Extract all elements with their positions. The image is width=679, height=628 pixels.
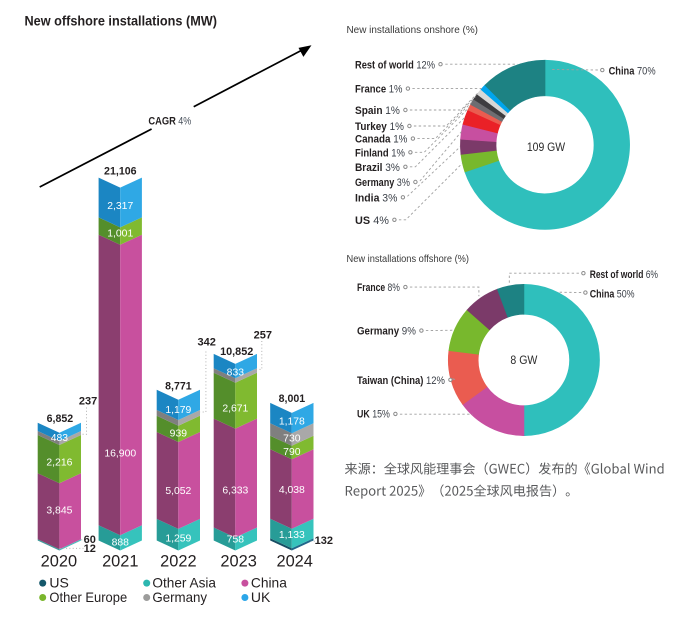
svg-text:257: 257 [254,329,272,341]
svg-text:Canada: Canada [355,134,391,146]
svg-text:Germany: Germany [357,326,400,338]
svg-text:3%: 3% [382,192,397,204]
svg-text:1,179: 1,179 [165,405,191,416]
svg-text:2,317: 2,317 [107,201,133,212]
svg-text:China: China [609,66,635,78]
svg-text:3,845: 3,845 [46,506,72,517]
svg-text:China: China [251,575,287,591]
svg-text:New installations offshore (%): New installations offshore (%) [347,253,470,265]
svg-text:50%: 50% [617,289,635,301]
svg-text:1%: 1% [390,121,404,133]
svg-text:5,052: 5,052 [165,486,191,497]
svg-text:60: 60 [84,534,96,546]
svg-text:Rest of world: Rest of world [355,59,414,71]
svg-text:2,216: 2,216 [46,457,72,468]
svg-text:1,133: 1,133 [279,530,305,541]
svg-text:Finland: Finland [355,147,389,159]
svg-text:Other Europe: Other Europe [49,589,127,605]
svg-text:730: 730 [283,433,301,444]
svg-text:237: 237 [79,395,97,407]
svg-text:Other Asia: Other Asia [152,575,216,591]
svg-text:8,001: 8,001 [279,393,306,405]
svg-text:US: US [355,215,370,227]
svg-text:1%: 1% [391,147,405,159]
svg-text:Germany: Germany [355,177,395,189]
svg-text:Taiwan (China): Taiwan (China) [357,375,424,387]
svg-text:12%: 12% [426,375,445,387]
svg-text:12%: 12% [416,59,435,71]
svg-text:4%: 4% [178,115,191,127]
svg-text:2021: 2021 [102,553,138,571]
svg-text:France: France [355,84,386,96]
svg-text:Spain: Spain [355,105,383,117]
svg-text:132: 132 [315,535,333,547]
svg-text:1%: 1% [389,84,403,96]
svg-text:342: 342 [198,336,216,348]
svg-text:758: 758 [227,535,245,546]
svg-text:UK: UK [251,589,271,605]
svg-text:70%: 70% [637,66,656,78]
svg-text:8%: 8% [388,282,400,294]
svg-text:UK: UK [357,409,370,421]
svg-text:1,001: 1,001 [107,229,133,240]
svg-text:483: 483 [51,433,69,444]
svg-text:2022: 2022 [160,553,196,571]
svg-text:CAGR: CAGR [148,115,176,127]
svg-text:China: China [590,289,615,301]
svg-text:109 GW: 109 GW [527,140,566,154]
svg-text:1,178: 1,178 [279,416,305,427]
svg-text:2020: 2020 [41,553,77,571]
svg-text:2,671: 2,671 [222,404,248,415]
svg-text:6%: 6% [646,269,658,281]
svg-text:India: India [355,192,380,204]
svg-text:1%: 1% [385,105,400,117]
svg-text:New offshore installations (MW: New offshore installations (MW) [25,13,218,29]
svg-text:888: 888 [112,538,130,549]
svg-text:939: 939 [170,428,188,439]
svg-text:4%: 4% [373,215,389,227]
svg-text:12: 12 [84,543,96,555]
svg-text:New installations onshore (%): New installations onshore (%) [347,24,479,36]
svg-text:8 GW: 8 GW [510,353,538,367]
svg-text:Germany: Germany [152,589,207,605]
svg-text:9%: 9% [402,326,416,338]
svg-text:3%: 3% [397,177,410,189]
svg-text:21,106: 21,106 [104,166,137,178]
svg-text:15%: 15% [372,409,390,421]
svg-text:16,900: 16,900 [104,448,136,459]
svg-text:Turkey: Turkey [355,121,387,133]
svg-text:10,852: 10,852 [220,346,253,358]
svg-text:France: France [357,282,385,294]
svg-text:8,771: 8,771 [165,381,192,393]
svg-text:US: US [49,575,68,591]
svg-text:3%: 3% [385,162,400,174]
svg-text:4,038: 4,038 [279,485,305,496]
svg-text:790: 790 [283,447,301,458]
svg-text:2024: 2024 [276,553,312,571]
svg-text:6,852: 6,852 [47,413,74,425]
svg-text:Brazil: Brazil [355,162,383,174]
svg-text:1,259: 1,259 [165,534,191,545]
svg-text:2023: 2023 [220,553,256,571]
svg-text:833: 833 [227,368,245,379]
svg-text:1%: 1% [393,134,407,146]
svg-text:Rest of world: Rest of world [590,269,644,281]
svg-text:6,333: 6,333 [222,486,248,497]
